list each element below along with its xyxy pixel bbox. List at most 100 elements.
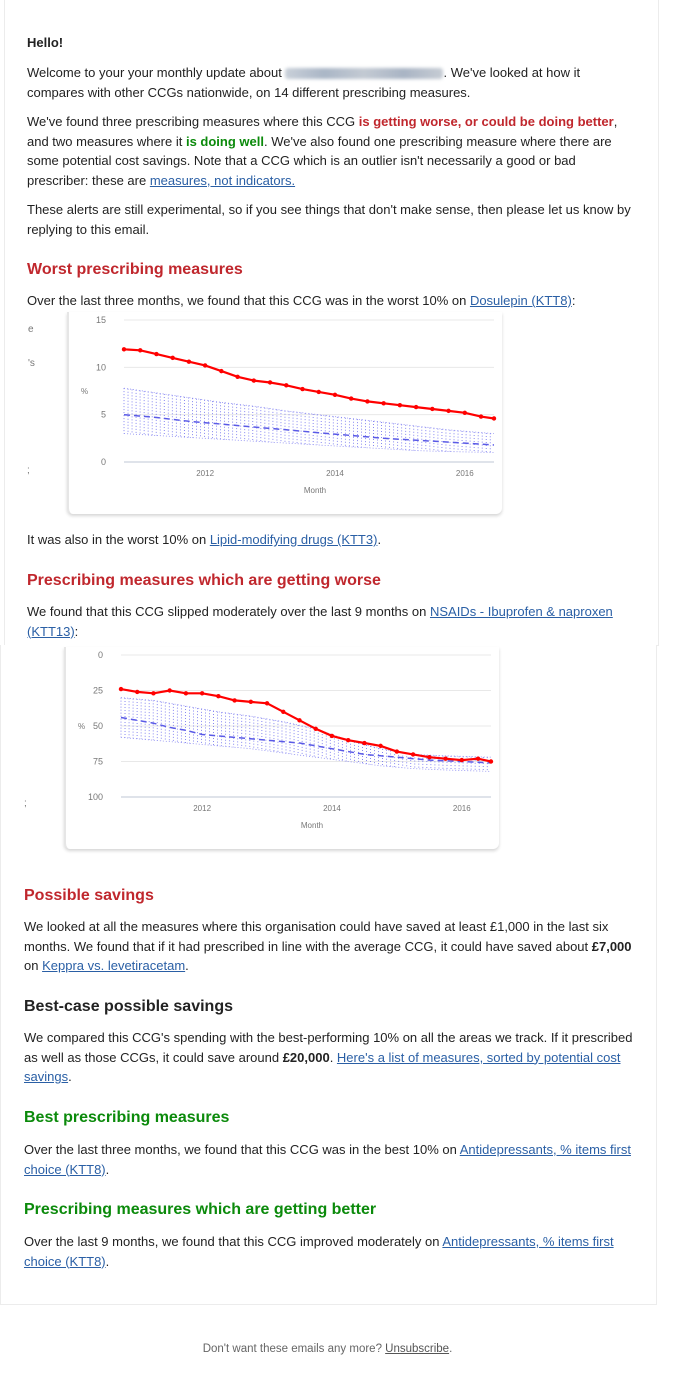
possible-savings-text: We looked at all the measures where this… bbox=[24, 919, 632, 973]
x-tick-label: 2012 bbox=[193, 804, 211, 813]
ccg-point bbox=[264, 701, 270, 706]
x-tick-label: 2016 bbox=[453, 804, 471, 813]
clipped-fragment: e bbox=[28, 324, 34, 335]
ccg-point bbox=[151, 691, 156, 696]
x-tick-label: 2012 bbox=[196, 469, 214, 478]
ccg-point bbox=[183, 691, 189, 696]
ccg-point bbox=[443, 756, 448, 761]
ccg-point bbox=[251, 378, 257, 383]
antidepressants-best-link[interactable]: Antidepressants, % items first choice (K… bbox=[24, 1142, 631, 1177]
ccg-point bbox=[365, 399, 370, 404]
ccg-point bbox=[248, 699, 254, 705]
ccg-line bbox=[123, 348, 495, 420]
ccg-point bbox=[394, 749, 400, 754]
ccg-point bbox=[381, 401, 386, 406]
dosulepin-link[interactable]: Dosulepin (KTT8) bbox=[469, 293, 572, 308]
ccg-point bbox=[216, 693, 221, 699]
ccg-point bbox=[313, 726, 318, 732]
ccg-point bbox=[316, 389, 321, 395]
ccg-point bbox=[284, 383, 289, 388]
best-measures-text: Over the last three months, we found tha… bbox=[24, 1142, 631, 1177]
antidepressants-better-link[interactable]: Antidepressants, % items first choice (K… bbox=[24, 1234, 614, 1269]
intro-paragraph-3: These alerts are still experimental, so … bbox=[27, 202, 631, 237]
ccg-point bbox=[459, 757, 464, 763]
ccg-point bbox=[362, 740, 367, 746]
y-tick-label: 0 bbox=[98, 650, 103, 660]
median-line bbox=[123, 413, 495, 446]
y-axis-label: % bbox=[78, 722, 85, 731]
nsaids-link[interactable]: NSAIDs - Ibuprofen & naproxen (KTT13) bbox=[27, 604, 613, 639]
footer: Don't want these emails any more? Unsubs… bbox=[202, 1343, 453, 1355]
ccg-point bbox=[475, 756, 481, 761]
nsaids-chart-svg: 0 25 50 75 100% 2012 2014 2016 Month bbox=[78, 650, 494, 830]
ccg-point bbox=[348, 396, 354, 401]
median-line bbox=[120, 716, 492, 764]
ccg-point bbox=[488, 759, 494, 764]
ccg-line bbox=[120, 688, 492, 763]
ccg-point bbox=[199, 691, 205, 696]
percentile-10-line bbox=[123, 433, 495, 453]
ccg-point bbox=[232, 698, 237, 703]
lipid-modifying-link[interactable]: Lipid-modifying drugs (KTT3) bbox=[209, 532, 378, 547]
dosulepin-chart: 15 10 5 0% 2012 2014 2016 Month bbox=[67, 312, 502, 514]
nsaids-chart: 0 25 50 75 100% 2012 2014 2016 Month bbox=[64, 647, 499, 849]
redacted-ccg-name bbox=[285, 68, 444, 80]
y-tick-label: 10 bbox=[96, 362, 106, 372]
getting-worse-heading: Prescribing measures which are getting w… bbox=[27, 572, 381, 589]
best-case-savings-heading: Best-case possible savings bbox=[24, 998, 233, 1015]
getting-better-text: Over the last 9 months, we found that th… bbox=[24, 1234, 614, 1269]
ccg-point bbox=[118, 686, 124, 692]
ccg-point bbox=[410, 752, 416, 757]
getting-worse-highlight: is getting worse, or could be doing bett… bbox=[358, 114, 614, 129]
dosulepin-chart-svg: 15 10 5 0% 2012 2014 2016 Month bbox=[81, 315, 497, 495]
ccg-point bbox=[186, 359, 192, 364]
ccg-point bbox=[219, 368, 224, 374]
unsubscribe-link[interactable]: Unsubscribe bbox=[385, 1343, 450, 1355]
greeting: Hello! bbox=[27, 35, 64, 50]
measures-list-link[interactable]: Here's a list of measures, sorted by pot… bbox=[24, 1049, 621, 1085]
x-tick-label: 2014 bbox=[326, 469, 344, 478]
also-worst-text: It was also in the worst 10% on Lipid-mo… bbox=[27, 532, 382, 547]
worst-measures-text: Over the last three months, we found tha… bbox=[27, 293, 576, 308]
y-tick-label: 15 bbox=[96, 315, 106, 325]
percentile-90-line bbox=[123, 387, 495, 434]
keppra-link[interactable]: Keppra vs. levetiracetam bbox=[42, 958, 186, 973]
ccg-point bbox=[281, 709, 286, 714]
y-tick-label: 75 bbox=[93, 757, 103, 767]
ccg-point bbox=[167, 688, 172, 693]
ccg-point bbox=[332, 392, 338, 397]
y-tick-label: 50 bbox=[93, 721, 103, 731]
ccg-point bbox=[170, 355, 175, 361]
y-tick-label: 5 bbox=[101, 410, 106, 420]
savings-amount: £7,000 bbox=[591, 938, 632, 954]
ccg-point bbox=[138, 348, 143, 353]
clipped-fragment: 's bbox=[28, 358, 35, 369]
possible-savings-heading: Possible savings bbox=[24, 887, 154, 904]
ccg-point bbox=[478, 414, 484, 419]
best-case-savings-text: We compared this CCG's spending with the… bbox=[24, 1030, 633, 1085]
getting-better-heading: Prescribing measures which are getting b… bbox=[24, 1201, 377, 1218]
ccg-point bbox=[427, 755, 432, 760]
ccg-point bbox=[267, 380, 273, 385]
ccg-point bbox=[300, 386, 305, 392]
ccg-point bbox=[446, 408, 451, 414]
y-tick-label: 0 bbox=[101, 457, 106, 467]
doing-well-highlight: is doing well bbox=[185, 133, 264, 149]
x-axis-label: Month bbox=[304, 486, 326, 495]
ccg-point bbox=[135, 689, 140, 695]
ccg-point bbox=[154, 351, 159, 357]
y-tick-label: 100 bbox=[88, 792, 103, 802]
worst-measures-heading: Worst prescribing measures bbox=[27, 261, 243, 278]
x-tick-label: 2014 bbox=[323, 804, 341, 813]
ccg-point bbox=[329, 733, 335, 739]
intro-paragraph-2: We've found three prescribing measures w… bbox=[27, 114, 618, 188]
ccg-point bbox=[413, 404, 419, 410]
getting-worse-text: We found that this CCG slipped moderatel… bbox=[27, 604, 613, 639]
measures-not-indicators-link[interactable]: measures, not indicators. bbox=[149, 172, 296, 188]
ccg-point bbox=[202, 363, 208, 368]
ccg-point bbox=[491, 416, 497, 421]
ccg-point bbox=[378, 743, 383, 749]
x-tick-label: 2016 bbox=[456, 469, 474, 478]
intro-paragraph-1: Welcome to your your monthly update abou… bbox=[27, 65, 581, 100]
best-measures-heading: Best prescribing measures bbox=[24, 1109, 230, 1126]
